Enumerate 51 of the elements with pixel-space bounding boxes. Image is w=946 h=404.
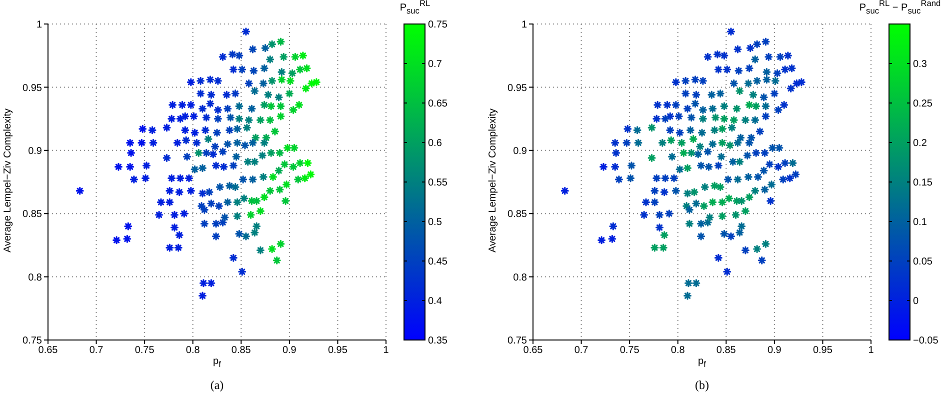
x-tick-label: 1 — [868, 345, 874, 356]
x-tick-label: 0.95 — [812, 345, 833, 356]
x-axis-title: p$_{f}$ — [697, 356, 707, 369]
y-tick-label: 0.8 — [513, 272, 528, 284]
x-tick-label: 0.75 — [620, 345, 640, 356]
y-tick-label: 0.8 — [28, 272, 42, 284]
color-bar-label: 0.65 — [428, 98, 448, 110]
x-tick-label: 0.65 — [523, 345, 544, 356]
y-tick-label: 0.9 — [28, 146, 42, 157]
color-bar-label: 0.45 — [428, 256, 448, 268]
x-tick-label: 0.75 — [134, 345, 155, 356]
x-tick-label: 0.85 — [716, 345, 736, 356]
y-tick-label: 0.75 — [22, 336, 42, 347]
color-bar-label: 0.4 — [428, 296, 442, 307]
y-tick-label: 0.85 — [508, 209, 528, 220]
color-bar-label: 0.6 — [428, 138, 442, 149]
x-tick-label: 0.65 — [38, 345, 58, 356]
x-tick-label: 0.85 — [231, 345, 252, 356]
x-tick-label: 0.95 — [328, 345, 348, 356]
y-tick-label: 1 — [36, 20, 42, 31]
color-bar-label: 0.1 — [913, 217, 928, 228]
x-tick-label: 1 — [383, 345, 390, 356]
x-tick-label: 0.8 — [186, 345, 200, 356]
y-tick-label: 0.95 — [508, 82, 528, 94]
text: (a) — [209, 378, 225, 393]
x-tick-label: 0.9 — [282, 345, 297, 356]
color-bar-label: 0.2 — [913, 138, 928, 149]
x-tick-label: 0.9 — [767, 345, 782, 356]
color-bar-label: 0.25 — [913, 98, 933, 110]
y-axis-title: Average Lempel−Ziv Complexity — [2, 107, 14, 255]
color-bar-label: 0.05 — [913, 256, 933, 268]
x-tick-label: 0.7 — [574, 345, 589, 356]
y-tick-label: 1 — [521, 20, 528, 31]
color-bar-label: 0.5 — [428, 217, 442, 228]
color-bar-label: 0.3 — [913, 59, 928, 70]
y-axis-title: Average Lempel−Ziv Complexity — [488, 107, 498, 255]
color-bar-label: 0.15 — [913, 178, 933, 188]
y-tick-label: 0.95 — [22, 82, 42, 94]
color-bar-label: 0.35 — [428, 336, 448, 346]
color-bar-label: 0.7 — [428, 59, 442, 70]
color-bar-label: 0.75 — [428, 20, 448, 30]
x-axis-title: p$_{f}$ — [212, 356, 222, 369]
color-bar-label: 0.55 — [428, 178, 448, 188]
text: (b) — [694, 378, 710, 393]
y-tick-label: 0.9 — [513, 146, 528, 157]
y-tick-label: 0.75 — [508, 336, 528, 347]
x-tick-label: 0.8 — [670, 345, 686, 356]
x-tick-label: 0.7 — [89, 345, 104, 356]
color-bar-label: −0.05 — [913, 336, 939, 346]
y-tick-label: 0.85 — [22, 209, 42, 220]
color-bar-label: 0 — [913, 296, 919, 307]
